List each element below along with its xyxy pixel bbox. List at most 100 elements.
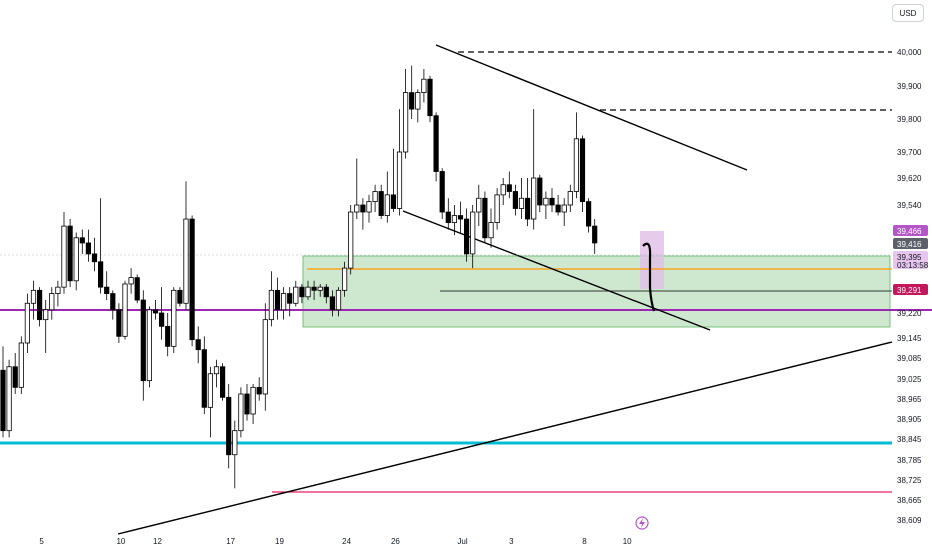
candle-body	[555, 204, 561, 213]
y-tick-label: 39,900	[897, 82, 922, 91]
rising-trend-line	[117, 341, 893, 535]
candle	[415, 89, 421, 123]
candle	[207, 366, 213, 438]
candle-body	[451, 215, 458, 223]
candle-body	[518, 197, 525, 209]
candle	[67, 219, 73, 288]
candle	[104, 271, 110, 301]
candle-body	[189, 218, 195, 341]
candle	[445, 198, 451, 230]
candle-body	[256, 386, 262, 395]
candle-body	[372, 191, 378, 203]
price-axis[interactable]: 40,000 39,900 39,800 39,700 39,620 39,540 39,2…	[897, 48, 922, 525]
y-tick-label: 39,085	[897, 354, 922, 363]
candle	[43, 300, 49, 353]
candle-body	[579, 138, 586, 203]
candle	[30, 280, 37, 320]
candle-body	[335, 289, 342, 311]
price-tag-bg	[893, 284, 928, 295]
y-tick-label: 39,620	[897, 174, 922, 183]
candle-body	[512, 191, 519, 209]
candle	[61, 212, 67, 294]
candle-body	[299, 286, 305, 298]
candle	[165, 313, 171, 357]
x-tick-label: 24	[342, 537, 351, 546]
candle	[317, 283, 323, 297]
candle-body	[152, 309, 159, 314]
price-tag: 39,291	[893, 284, 928, 295]
candle-body	[177, 289, 183, 304]
candle-body	[402, 92, 409, 153]
candle-body	[543, 197, 549, 206]
candle	[213, 359, 220, 388]
candle	[49, 287, 55, 320]
candle-body	[317, 286, 323, 291]
candle-body	[67, 225, 73, 282]
candle-body	[110, 293, 116, 311]
candle	[500, 178, 506, 205]
candle	[171, 287, 177, 353]
candle	[372, 184, 378, 213]
candle-body	[323, 286, 329, 298]
candle	[525, 178, 531, 227]
candle-body	[73, 237, 79, 282]
flash-icon-glyph	[639, 518, 645, 528]
candle	[537, 174, 543, 213]
candle-body	[293, 286, 299, 304]
candle	[329, 290, 336, 317]
candle-body	[238, 393, 244, 432]
candle	[116, 303, 122, 343]
x-tick-label: 3	[509, 537, 514, 546]
candle-body	[567, 191, 573, 206]
candle	[55, 280, 61, 307]
candle-body	[79, 237, 85, 244]
y-tick-label: 39,220	[897, 309, 922, 318]
candle	[549, 188, 555, 213]
y-tick-label: 40,000	[897, 48, 922, 57]
x-tick-label: 10	[116, 537, 125, 546]
candle-body	[201, 349, 207, 408]
price-tag: 39,466	[893, 225, 928, 236]
candle-body	[134, 277, 140, 301]
candle-body	[415, 92, 421, 110]
candle	[427, 75, 433, 123]
candle-body	[586, 201, 592, 227]
candle-body	[311, 286, 317, 291]
flash-icon[interactable]	[635, 516, 649, 530]
candle-body	[360, 204, 366, 213]
candle-body	[470, 211, 476, 255]
y-tick-label: 38,665	[897, 496, 922, 505]
flash-icon-ring	[635, 516, 649, 530]
candle-body	[116, 309, 122, 337]
candle	[421, 69, 427, 103]
x-tick-label: 5	[39, 537, 44, 546]
price-tag-bg	[893, 238, 928, 249]
candle-body	[287, 293, 293, 304]
candle-body	[18, 342, 24, 388]
candle	[195, 326, 201, 364]
price-tag-label: 39,416	[897, 240, 922, 249]
candle-body	[49, 293, 55, 311]
candle	[451, 205, 458, 236]
candle-body	[354, 204, 360, 213]
candlestick-series	[0, 65, 598, 489]
candle	[262, 303, 268, 411]
candle-body	[128, 277, 134, 285]
candle	[37, 287, 43, 327]
y-tick-label: 39,025	[897, 375, 922, 384]
candle-body	[232, 430, 238, 456]
candle-body	[561, 204, 567, 213]
candle-body	[409, 92, 415, 110]
candle	[250, 384, 256, 424]
candle	[476, 184, 482, 227]
candle-body	[250, 386, 256, 415]
candle-body	[457, 215, 464, 220]
candle	[79, 229, 85, 254]
candle-body	[280, 293, 287, 311]
price-tag-label: 39,291	[897, 286, 922, 295]
candle	[409, 65, 415, 119]
candle	[555, 194, 561, 216]
time-axis[interactable]: 5 10 12 17 19 24 26 Jul 3 8 10	[39, 537, 632, 546]
currency-button[interactable]: USD	[892, 4, 924, 22]
